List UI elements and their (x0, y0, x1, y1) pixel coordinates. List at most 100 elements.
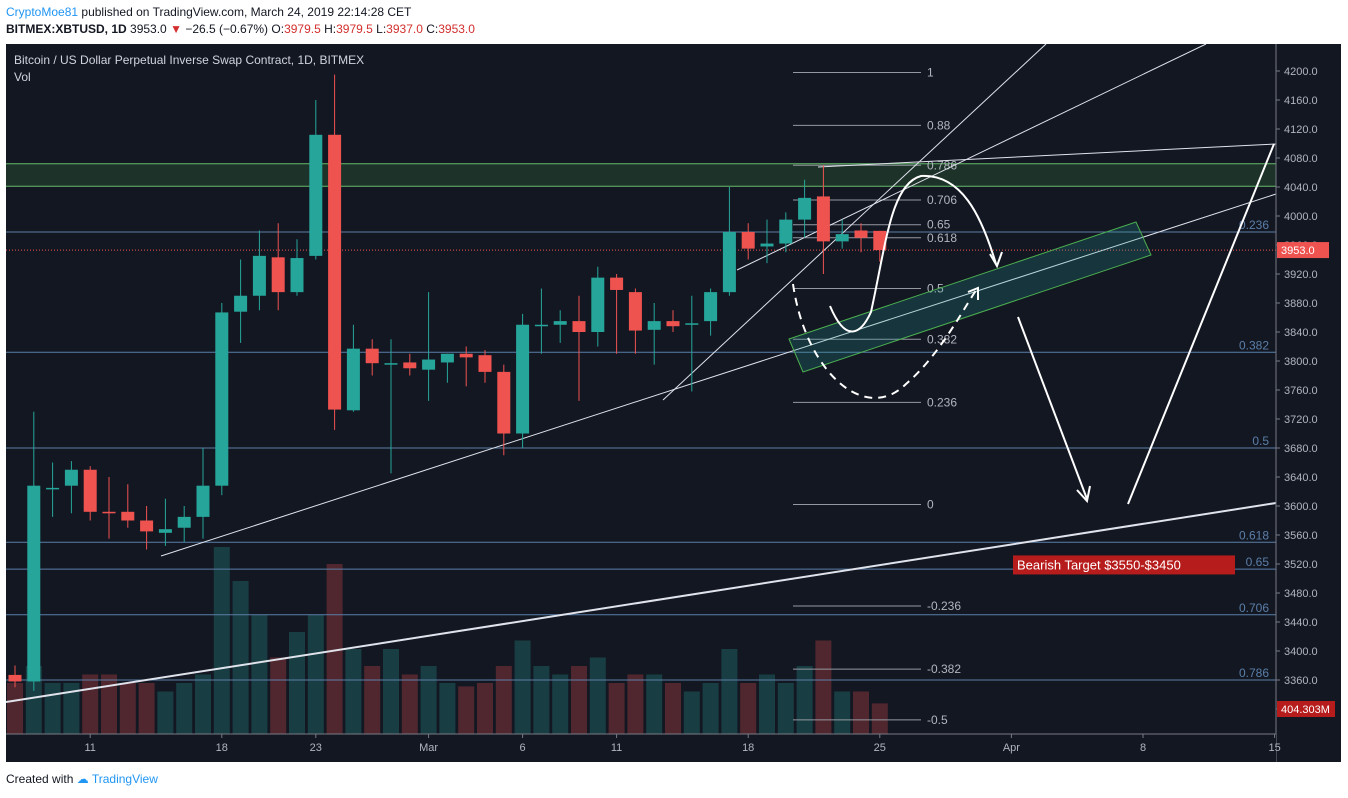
candle (497, 364, 511, 456)
volume-bar (82, 674, 99, 734)
author-link[interactable]: CryptoMoe81 (6, 5, 79, 19)
price-change: −26.5 (−0.67%) (185, 22, 269, 36)
candle (572, 295, 586, 401)
price-tick-label: 4000.0 (1284, 211, 1318, 223)
candle (647, 303, 661, 365)
volume-bar (721, 649, 738, 734)
candle (234, 259, 248, 343)
candle (685, 295, 699, 392)
candle-body (628, 292, 642, 331)
volume-bar (834, 691, 851, 734)
time-tick-label: Mar (419, 742, 438, 754)
candle-body (328, 134, 342, 410)
candle (553, 310, 567, 343)
bearish-target-box (1013, 555, 1235, 575)
candle (196, 448, 210, 539)
time-tick-label: Apr (1003, 742, 1020, 754)
volume-bar (571, 666, 587, 734)
candle (215, 303, 229, 496)
low-value: 3937.0 (386, 22, 423, 36)
candle-body (591, 277, 605, 332)
volume-bar (533, 666, 550, 734)
candle (177, 506, 191, 543)
candle-body (271, 257, 285, 293)
volume-badge-text: 404.303M (1281, 704, 1330, 716)
volume-bar (683, 691, 700, 734)
time-tick-label: 8 (1140, 742, 1146, 754)
volume-bar (157, 691, 174, 734)
candle-body (384, 363, 398, 365)
fib-extension-label: -0.236 (927, 599, 961, 613)
volume-bar (307, 615, 324, 734)
volume-bar (138, 683, 155, 734)
fib-extension-label: 0.236 (927, 395, 957, 409)
volume-bar (552, 674, 569, 734)
fib-level-label: 0.706 (1239, 601, 1269, 615)
down-arrow-icon: ▼ (170, 22, 182, 36)
price-tick-label: 3920.0 (1284, 269, 1318, 281)
volume-bar (514, 640, 531, 734)
volume-bar (439, 683, 456, 734)
bearish-arrow (1017, 316, 1088, 500)
close-value: 3953.0 (438, 22, 475, 36)
volume-bar (270, 657, 287, 734)
fib-extension-label: 1 (927, 65, 934, 79)
target-channel (788, 221, 1152, 373)
candle-body (121, 511, 135, 521)
fib-level-label: 0.382 (1239, 338, 1269, 352)
symbol-info: BITMEX:XBTUSD, 1D 3953.0 ▼ −26.5 (−0.67%… (6, 22, 475, 36)
candle-body (215, 312, 229, 486)
volume-bar (232, 581, 249, 734)
created-text: Created with (6, 772, 74, 786)
candle-body (873, 230, 887, 251)
volume-bar (777, 683, 794, 734)
price-chart[interactable]: Bitcoin / US Dollar Perpetual Inverse Sw… (6, 44, 1341, 762)
high-label: H: (324, 22, 337, 36)
arrow-head-icon (967, 286, 979, 300)
candle-body (403, 362, 417, 369)
candle (121, 484, 135, 528)
rising-trendline (160, 193, 1277, 557)
candle-body (779, 219, 793, 244)
price-tick-label: 3520.0 (1284, 559, 1318, 571)
short-trendline (817, 143, 1277, 168)
candle-body (816, 196, 830, 242)
fib-extension-label: 0.706 (927, 193, 957, 207)
volume-bar (213, 547, 230, 734)
volume-bar (646, 674, 663, 734)
fib-level-label: 0.5 (1252, 434, 1269, 448)
fib-extension-label: 0.786 (927, 158, 957, 172)
candle (158, 498, 172, 546)
candle (779, 212, 793, 253)
candle-body (685, 323, 699, 325)
arrow-head-icon (989, 251, 1003, 269)
candle-body (64, 469, 78, 486)
volume-bar (63, 683, 80, 734)
time-tick-label: 11 (84, 742, 95, 754)
last-price-badge-text: 3953.0 (1281, 245, 1315, 257)
steep-trendline (662, 44, 1047, 401)
fib-level-label: 0.786 (1239, 666, 1269, 680)
price-tick-label: 3480.0 (1284, 588, 1318, 600)
candle-body (234, 295, 248, 312)
time-tick-label: 18 (742, 742, 754, 754)
volume-bar (176, 683, 193, 734)
candle-body (553, 321, 567, 325)
time-axis (6, 734, 1276, 762)
price-tick-label: 4080.0 (1284, 153, 1318, 165)
volume-legend: Vol (14, 70, 31, 84)
candle (422, 292, 436, 401)
candle-body (196, 485, 210, 517)
tradingview-link[interactable]: TradingView (91, 772, 158, 786)
volume-bar (458, 686, 475, 734)
candle (27, 411, 41, 691)
chart-panel[interactable]: Bitcoin / US Dollar Perpetual Inverse Sw… (6, 44, 1341, 762)
bullish-projection-path (829, 174, 997, 333)
candle-body (760, 243, 774, 247)
candle (309, 100, 323, 260)
candle-body (610, 277, 624, 290)
fib-extension-label: 0.618 (927, 231, 957, 245)
fib-extension-label: 0 (927, 498, 934, 512)
price-tick-label: 3400.0 (1284, 646, 1318, 658)
arrow-head-icon (1076, 485, 1091, 504)
